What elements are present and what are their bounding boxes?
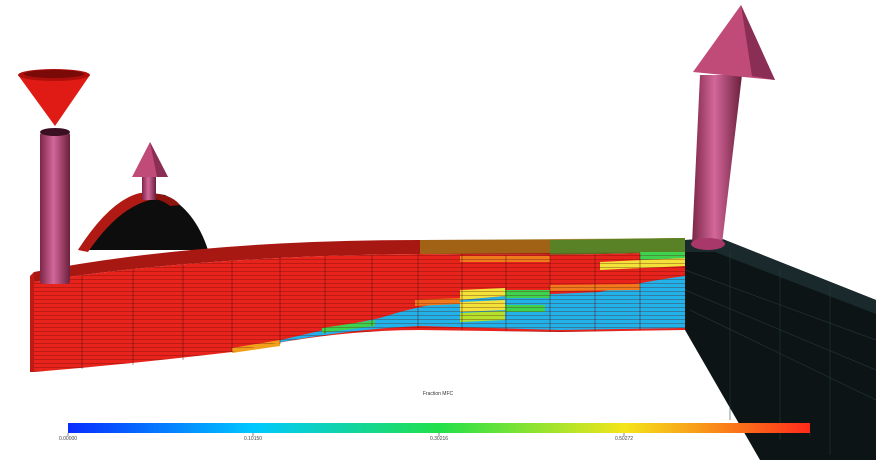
grid-front-face [34,252,685,372]
arrow-up-icon [132,142,168,200]
inactive-grid-block [684,238,876,460]
colorbar [67,423,811,436]
grid-top-surface [34,238,685,282]
colorbar-tick-label: 0.10150 [243,436,263,442]
cone-icon [18,69,90,284]
grid-left-face [30,272,34,372]
colorbar-tick-label: 0.50272 [614,436,634,442]
colorbar-tick-label: 0.00000 [58,436,78,442]
colorbar-tick-label: 0.30216 [429,436,449,442]
arrow-up-icon [691,5,775,250]
colorbar-title: Fraction MFC [422,391,454,397]
terrain-mound [78,192,208,252]
